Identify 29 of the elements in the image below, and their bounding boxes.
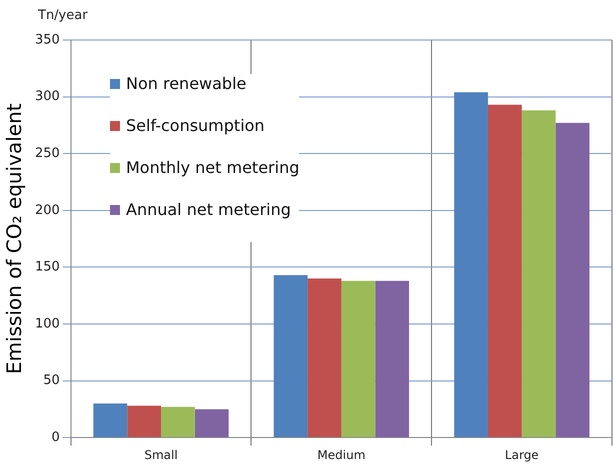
legend-label: Self-consumption: [126, 116, 265, 135]
y-tick-label: 300: [34, 89, 60, 104]
bar: [454, 92, 488, 438]
bar: [127, 406, 162, 438]
bar: [161, 406, 195, 438]
y-tick-label: 150: [34, 260, 60, 275]
bar: [556, 122, 590, 438]
y-tick-label: 50: [43, 373, 60, 388]
bar: [274, 275, 308, 438]
bar: [194, 409, 229, 438]
x-tick-label: Large: [504, 448, 539, 462]
x-tick-label: Small: [144, 448, 178, 462]
bar: [341, 280, 376, 438]
bar: [308, 278, 342, 438]
y-tick-label: 200: [34, 202, 60, 218]
text: Tn/year: [38, 8, 88, 23]
bar: [93, 404, 128, 438]
y-tick-label: 100: [34, 316, 60, 332]
y-axis-title: Emission of CO₂ equivalent: [2, 103, 26, 374]
y-tick-label: 350: [34, 32, 60, 48]
legend-label: Monthly net metering: [126, 158, 300, 177]
y-tick-label: 0: [52, 430, 60, 445]
legend-label: Non renewable: [126, 74, 246, 93]
bar: [522, 110, 556, 438]
y-tick-label: 250: [34, 146, 60, 161]
bar: [375, 280, 410, 438]
bar: [488, 104, 522, 438]
legend-label: Annual net metering: [126, 200, 291, 219]
x-tick-label: Medium: [317, 448, 366, 462]
